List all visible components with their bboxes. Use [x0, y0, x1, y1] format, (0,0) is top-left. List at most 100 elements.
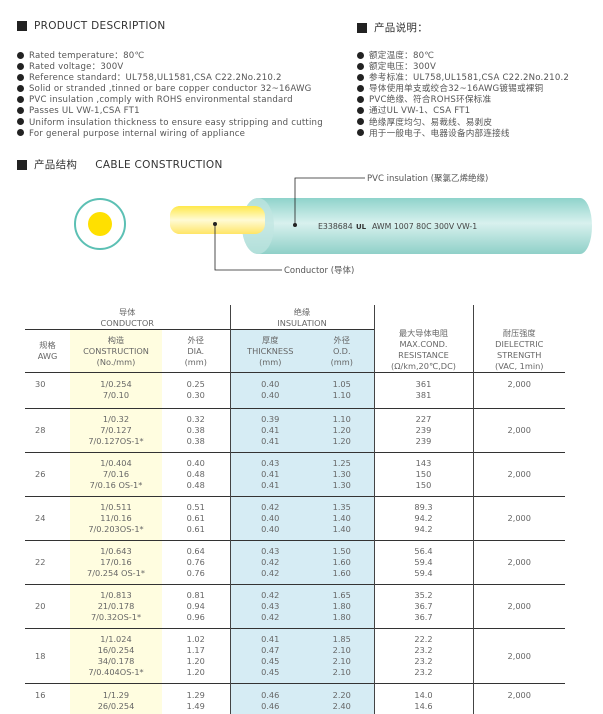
- cell-line: 1.49: [186, 701, 205, 711]
- cell-line: 0.41: [261, 436, 280, 446]
- dielectric-cell: 2,000: [473, 584, 565, 629]
- awg-cell: 28: [25, 408, 70, 453]
- cell-line: 0.41: [261, 425, 280, 435]
- cell-line: 0.42: [261, 568, 280, 578]
- resistance-cell: 14.0 14.6: [374, 683, 474, 714]
- cell-line: 1.30: [332, 480, 351, 490]
- cell-line: 17/0.16: [100, 557, 132, 567]
- square-bullet-icon: [17, 159, 27, 170]
- header-line: 耐压强度: [502, 328, 536, 338]
- dielectric-cell: 2,000: [473, 372, 565, 409]
- cell-line: 0.25: [186, 379, 205, 389]
- cell-line: 361: [415, 379, 432, 389]
- cell-line: 0.94: [186, 601, 205, 611]
- cell-line: 0.45: [261, 656, 280, 666]
- cell-line: 2.20: [332, 690, 351, 700]
- cell-line: 34/0.178: [97, 656, 135, 666]
- cell-line: 0.42: [261, 502, 280, 512]
- cell-line: 0.38: [186, 425, 205, 435]
- resistance-cell: 227 239 239: [374, 408, 474, 453]
- cell-line: 0.48: [186, 480, 205, 490]
- cell-line: 22.2: [414, 634, 433, 644]
- description-list-cn: 额定温度：80℃ 额定电压：300V 参考标准：UL758,UL1581,CSA C…: [357, 51, 569, 140]
- cell-line: 11/0.16: [100, 513, 132, 523]
- description-list-en: Rated temperature：80℃ Rated voltage：300V R…: [17, 51, 323, 140]
- table-row: 30 1/0.254 7/0.10 0.25 0.30 0.40 0.40 1.05 1.10 3…: [25, 372, 565, 409]
- cable-marking-rating: AWM 1007 80C 300V VW-1: [372, 222, 477, 231]
- cell-line: 7/0.10: [102, 390, 130, 400]
- cell-line: 0.46: [261, 690, 280, 700]
- header-line: (mm): [330, 356, 353, 367]
- cell-line: 1.60: [332, 557, 351, 567]
- cell-line: 239: [415, 436, 432, 446]
- cell-line: 0.41: [261, 469, 280, 479]
- cell-line: 1/0.404: [100, 458, 132, 468]
- cell-line: 0.43: [261, 601, 280, 611]
- cell-line: 7/0.127: [100, 425, 132, 435]
- od-cell: 2.20 2.40: [310, 683, 375, 714]
- cell-line: 7/0.203OS-1*: [88, 524, 144, 534]
- header-dia: 外径 DIA. (mm): [162, 329, 230, 373]
- dielectric-cell: 2,000: [473, 496, 565, 541]
- cell-line: 14.6: [414, 701, 433, 711]
- header-line: THICKNESS: [247, 345, 294, 356]
- cell-line: 0.40: [186, 458, 205, 468]
- cell-line: 1.20: [332, 436, 351, 446]
- cell-line: 227: [415, 414, 432, 424]
- header-line: 绝缘: [293, 307, 311, 317]
- table-row: 20 1/0.813 21/0.178 7/0.32OS-1* 0.81 0.94 0.96…: [25, 584, 565, 629]
- spec-table: 导体 CONDUCTOR 绝缘 INSULATION 最大导体电阻 MAX.COND.…: [25, 305, 565, 714]
- table-row: 26 1/0.404 7/0.16 7/0.16 OS-1* 0.40 0.48 0.48 0…: [25, 452, 565, 497]
- construction-cell: 1/0.32 7/0.127 7/0.127OS-1*: [70, 408, 162, 453]
- awg-cell: 18: [25, 628, 70, 684]
- cell-line: 7/0.16: [102, 469, 130, 479]
- cell-line: 0.61: [186, 524, 205, 534]
- header-line: (VAC, 1min): [495, 361, 544, 371]
- cell-line: 1.50: [332, 546, 351, 556]
- cell-line: 1.65: [332, 590, 351, 600]
- cell-line: 7/0.127OS-1*: [88, 436, 144, 446]
- cell-line: 0.42: [261, 557, 280, 567]
- cell-line: 1/0.813: [100, 590, 132, 600]
- insulation-jacket: [242, 198, 592, 254]
- header-line: 最大导体电阻: [398, 328, 449, 338]
- description-item: 导体使用单支或绞合32~16AWG镀锡或裸铜: [357, 84, 569, 95]
- dielectric-cell: 2,000: [473, 540, 565, 585]
- awg-cell: 26: [25, 452, 70, 497]
- cross-section-conductor: [88, 212, 112, 236]
- construction-cell: 1/0.254 7/0.10: [70, 372, 162, 409]
- thickness-cell: 0.43 0.42 0.42: [229, 540, 310, 585]
- table-row: 28 1/0.32 7/0.127 7/0.127OS-1* 0.32 0.38 0.38 0…: [25, 408, 565, 453]
- od-cell: 1.35 1.40 1.40: [310, 496, 375, 541]
- cell-line: 0.38: [186, 436, 205, 446]
- thickness-cell: 0.42 0.40 0.40: [229, 496, 310, 541]
- description-item: 额定电压：300V: [357, 62, 569, 73]
- cell-line: 14.0: [414, 690, 433, 700]
- cell-line: 2.10: [332, 645, 351, 655]
- dia-cell: 0.40 0.48 0.48: [162, 452, 230, 497]
- dia-cell: 0.32 0.38 0.38: [162, 408, 230, 453]
- od-cell: 1.65 1.80 1.80: [310, 584, 375, 629]
- construction-cell: 1/1.024 16/0.254 34/0.178 7/0.404OS-1*: [70, 628, 162, 684]
- description-item: Rated temperature：80℃: [17, 51, 323, 62]
- cell-line: 21/0.178: [97, 601, 135, 611]
- description-item: 绝缘厚度均匀、易裁线、易剥皮: [357, 118, 569, 129]
- cell-line: 1/1.024: [100, 634, 132, 644]
- cable-marking-code: E338684: [318, 222, 353, 231]
- description-item: 通过UL VW-1、CSA FT1: [357, 106, 569, 117]
- table-row: 24 1/0.511 11/0.16 7/0.203OS-1* 0.51 0.61 0.61…: [25, 496, 565, 541]
- cell-line: 1.20: [186, 656, 205, 666]
- dia-cell: 0.25 0.30: [162, 372, 230, 409]
- cell-line: 23.2: [414, 645, 433, 655]
- cell-line: 1.02: [186, 634, 205, 644]
- cell-line: 16/0.254: [97, 645, 135, 655]
- dia-cell: 1.02 1.17 1.20 1.20: [162, 628, 230, 684]
- header-insulation-group: 绝缘 INSULATION: [229, 305, 375, 330]
- dia-cell: 1.29 1.49: [162, 683, 230, 714]
- table-row: 18 1/1.024 16/0.254 34/0.178 7/0.404OS-1* 1.0…: [25, 628, 565, 684]
- cable-diagram: PVC insulation (聚氯乙烯绝缘) Conductor (导体) E…: [74, 173, 592, 276]
- header-line: (Ω/km,20℃,DC): [391, 361, 456, 371]
- conductor-leader-line: [214, 224, 282, 271]
- awg-cell: 24: [25, 496, 70, 541]
- cell-line: 0.64: [186, 546, 205, 556]
